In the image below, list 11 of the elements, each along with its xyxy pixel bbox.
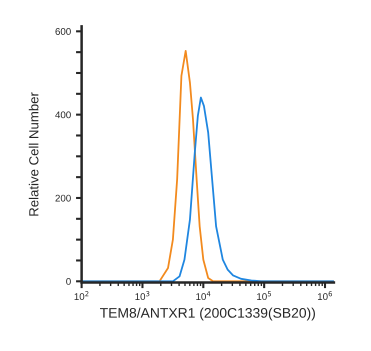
y-axis-title: Relative Cell Number xyxy=(28,92,38,216)
y-tick-label: 200 xyxy=(55,194,71,202)
x-tick-label: 10$^{6}$ xyxy=(318,291,332,300)
x-tick-label: 10$^{4}$ xyxy=(196,291,210,300)
y-tick-label: 600 xyxy=(55,28,71,35)
x-tick-label: 10$^{3}$ xyxy=(135,291,150,300)
x-axis-title: TEM8/ANTXR1 (200C1339(SB20)) xyxy=(100,308,315,321)
x-tick-label: 10$^{2}$ xyxy=(74,291,88,300)
y-tick-label: 400 xyxy=(55,111,71,118)
x-tick-label: 10$^{5}$ xyxy=(257,291,272,300)
y-tick-label: 0 xyxy=(66,278,71,285)
